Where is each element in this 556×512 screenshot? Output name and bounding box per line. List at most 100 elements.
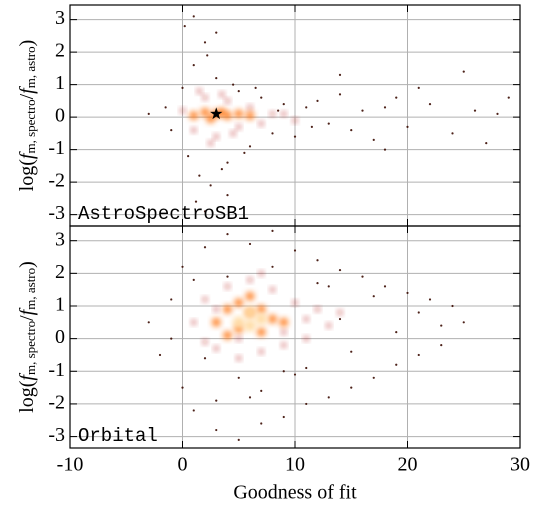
point xyxy=(337,309,343,316)
point xyxy=(244,306,256,319)
point xyxy=(260,422,263,425)
y-axis-label: log(fm, spectro/fm, astro) xyxy=(16,261,38,413)
point xyxy=(213,134,219,140)
point xyxy=(237,90,240,93)
point xyxy=(293,249,297,252)
point xyxy=(485,142,488,145)
y-tick-label: 1 xyxy=(55,72,65,94)
point xyxy=(350,386,353,389)
point xyxy=(203,357,207,360)
point xyxy=(268,314,277,324)
point xyxy=(271,132,274,135)
point xyxy=(189,111,199,120)
point xyxy=(282,103,285,106)
point xyxy=(372,295,375,298)
y-label-part: log( xyxy=(16,380,38,413)
point xyxy=(245,291,255,301)
y-label-part: log( xyxy=(16,159,38,192)
y-tick-label: 3 xyxy=(55,7,65,29)
point xyxy=(310,125,313,128)
point xyxy=(271,265,274,268)
point xyxy=(203,41,207,44)
point xyxy=(223,330,232,340)
point xyxy=(247,277,253,283)
point xyxy=(281,329,287,335)
point xyxy=(507,96,510,99)
point xyxy=(256,304,266,314)
y-tick-label: 0 xyxy=(55,326,65,348)
point xyxy=(350,350,353,353)
point xyxy=(462,321,465,324)
point xyxy=(232,316,245,329)
point xyxy=(208,140,214,146)
point xyxy=(224,283,231,289)
point xyxy=(279,317,289,327)
y-tick-label: -1 xyxy=(48,359,65,381)
point xyxy=(406,291,409,295)
point xyxy=(255,313,268,326)
x-tick-label: 10 xyxy=(285,454,305,476)
point xyxy=(428,298,432,301)
point xyxy=(202,296,208,303)
point xyxy=(473,109,477,112)
point xyxy=(203,246,207,249)
point xyxy=(395,331,398,334)
point xyxy=(244,319,256,332)
x-tick-label: -10 xyxy=(57,454,84,476)
y-tick-label: -2 xyxy=(48,392,65,414)
point xyxy=(213,306,219,312)
y-label-part: ) xyxy=(16,261,38,268)
point xyxy=(292,117,298,123)
point xyxy=(338,93,342,96)
x-tick-label: 20 xyxy=(398,454,418,476)
y-axis-label: log(fm, spectro/fm, astro) xyxy=(16,40,38,192)
point xyxy=(236,336,242,342)
point xyxy=(215,399,218,402)
point xyxy=(303,316,309,322)
y-label-part: / xyxy=(16,93,38,99)
point xyxy=(451,132,454,135)
point xyxy=(496,112,499,115)
point xyxy=(327,285,330,288)
point xyxy=(213,345,219,352)
point xyxy=(243,151,246,154)
y-tick-label: -3 xyxy=(48,424,65,446)
y-tick-label: 2 xyxy=(55,261,65,283)
y-label-part: / xyxy=(16,315,38,321)
point xyxy=(248,396,252,399)
point xyxy=(258,349,264,355)
point xyxy=(147,321,150,324)
point xyxy=(258,270,264,276)
point xyxy=(234,298,244,308)
point xyxy=(181,86,184,89)
point xyxy=(316,259,319,262)
y-label-part: m, spectro xyxy=(23,321,38,375)
point xyxy=(361,109,364,112)
points xyxy=(147,229,465,441)
point xyxy=(305,402,308,406)
point xyxy=(192,64,195,67)
star-marker xyxy=(210,107,223,120)
point xyxy=(211,317,221,327)
point xyxy=(316,99,319,102)
point xyxy=(305,106,308,109)
y-tick-label: 0 xyxy=(55,105,65,127)
point xyxy=(269,287,276,293)
point xyxy=(191,319,197,325)
point xyxy=(292,300,298,306)
point xyxy=(383,285,387,288)
y-tick-label: 1 xyxy=(55,294,65,316)
point xyxy=(428,103,432,106)
point xyxy=(234,109,244,119)
point xyxy=(196,88,202,94)
y-label-part: f xyxy=(16,373,38,381)
y-tick-label: 2 xyxy=(55,40,65,62)
point xyxy=(338,268,342,272)
point xyxy=(440,324,443,327)
point xyxy=(223,304,232,314)
point xyxy=(269,111,276,117)
panel-label: AstroSpectroSB1 xyxy=(78,203,249,225)
point xyxy=(248,242,252,246)
point xyxy=(440,344,443,347)
point xyxy=(281,342,287,348)
